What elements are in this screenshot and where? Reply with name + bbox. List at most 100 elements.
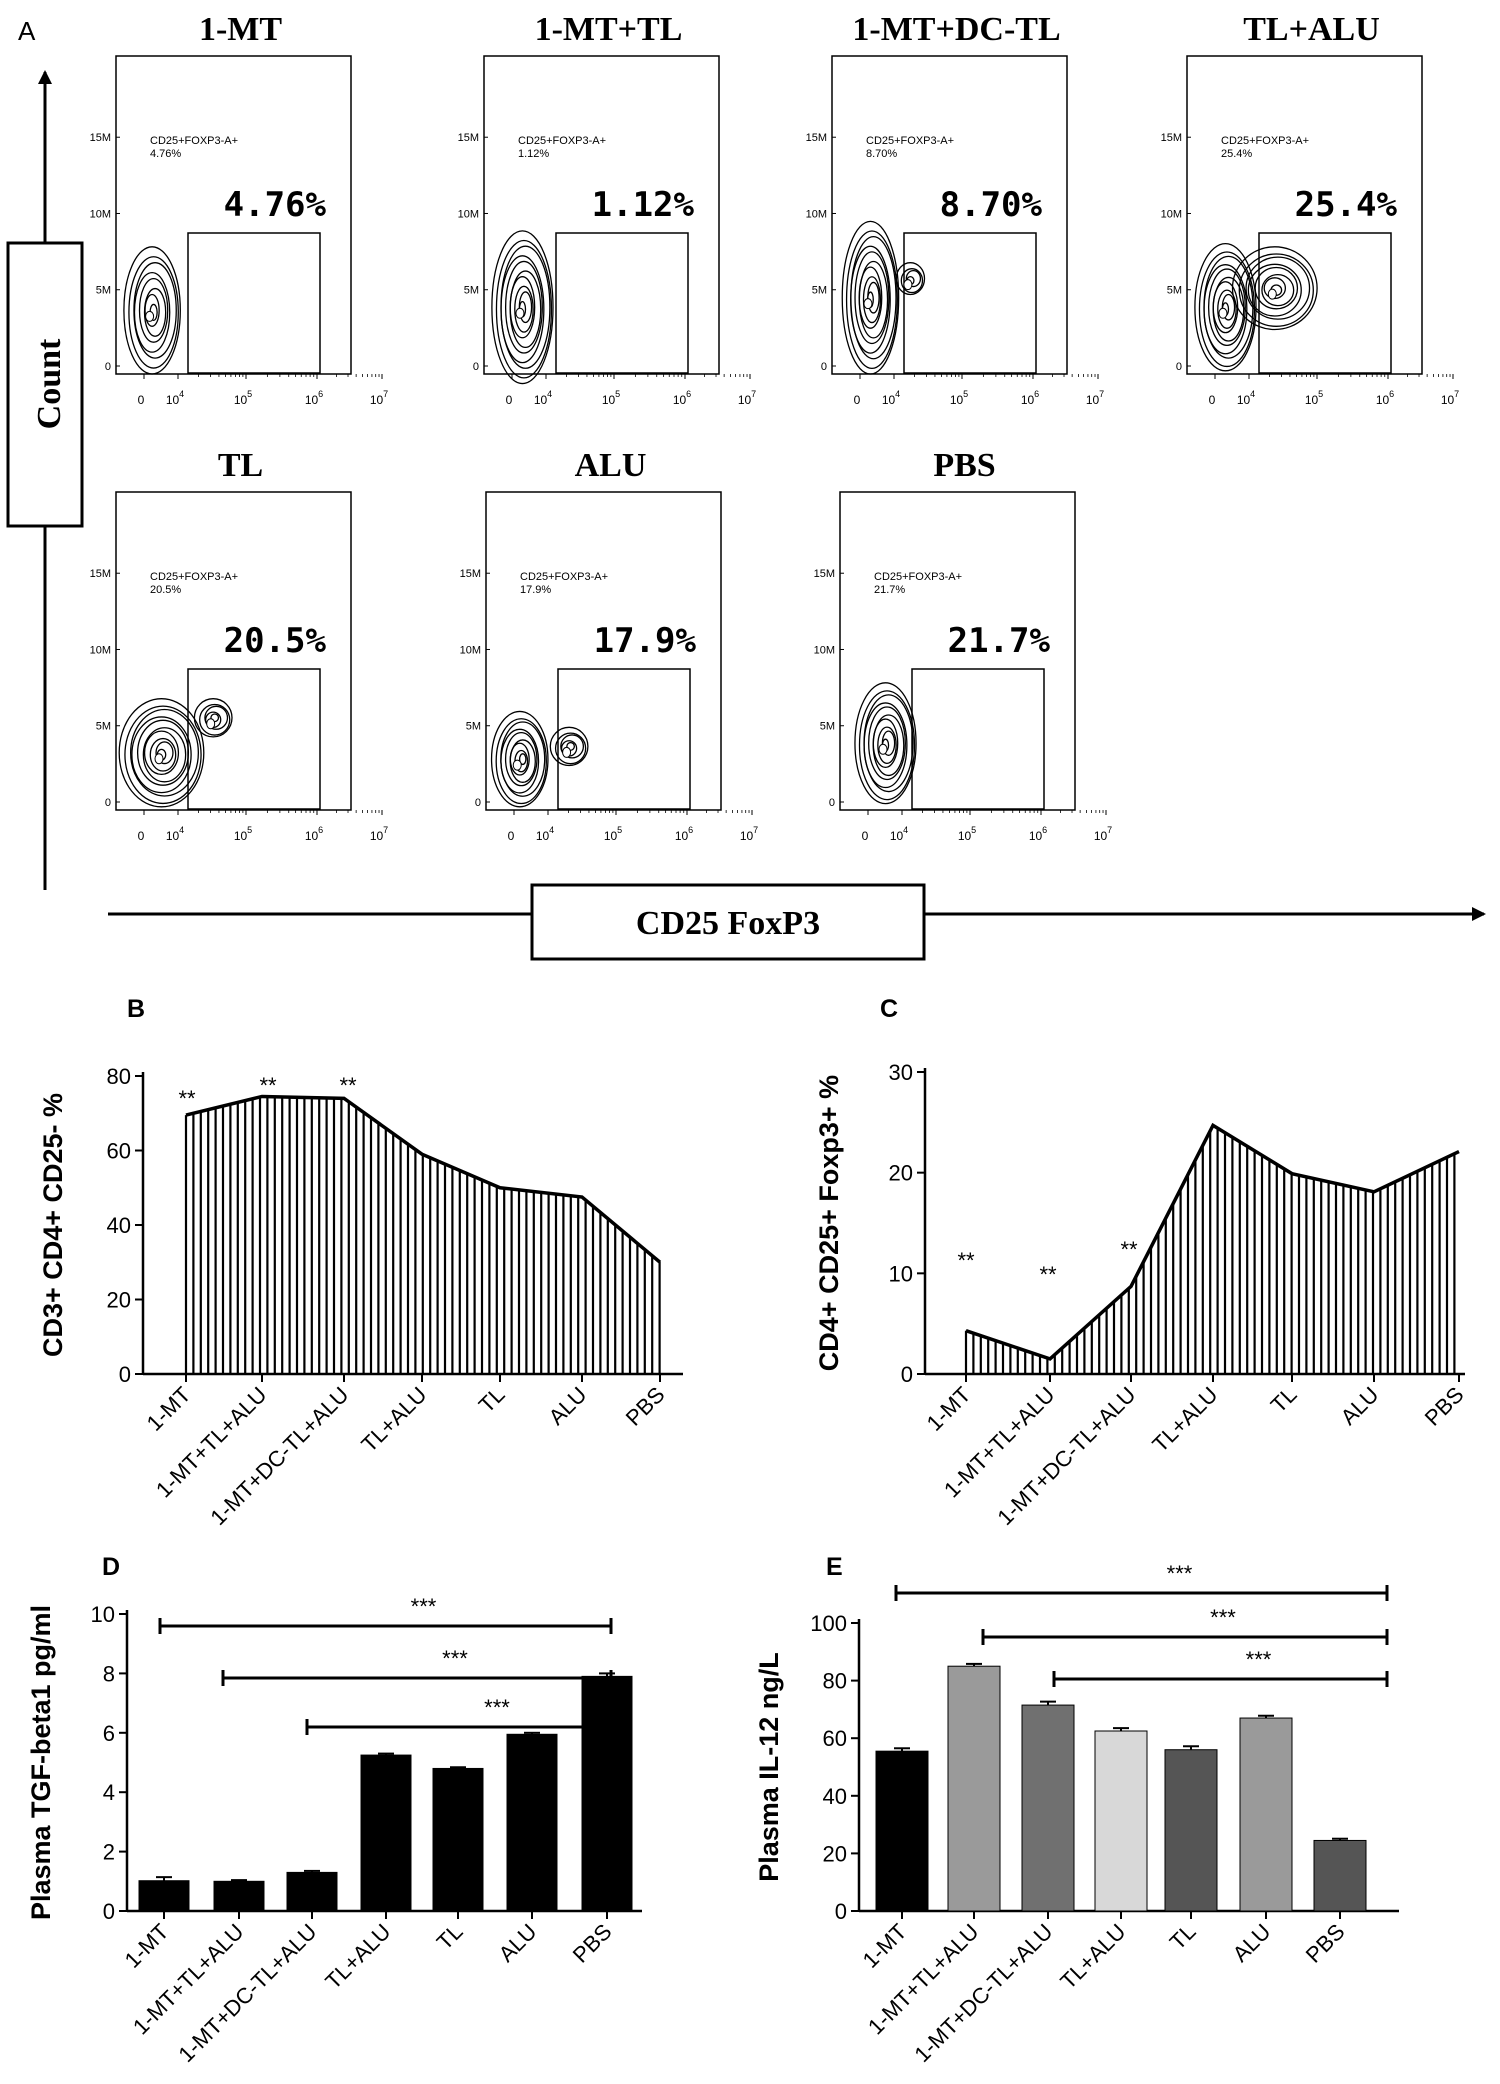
gate-percent-large: 17.9% [594,621,697,661]
x-tick-label: 107 [738,389,756,407]
x-tick-exponent: 5 [963,389,968,399]
x-category-label: 1-MT+DC-TL+ALU [992,1382,1140,1530]
x-tick-base: 10 [1094,829,1108,843]
significance-marker: ** [339,1073,357,1098]
x-tick-label: 107 [370,825,388,843]
x-tick-base: 0 [506,393,513,407]
contour-line [858,266,883,329]
contour-line [560,734,585,759]
contour-line [858,690,916,801]
y-tick-label: 15M [1161,132,1182,144]
x-tick-base: 10 [1021,393,1035,407]
x-tick-base: 0 [138,829,145,843]
x-tick-base: 10 [536,829,550,843]
y-tick-label: 15M [806,132,827,144]
gate-label: CD25+FOXP3-A+ [150,135,238,147]
contour-line [862,276,882,324]
gate-percent-large: 1.12% [592,185,695,225]
y-tick-label: 8 [103,1661,115,1686]
contour-line [554,732,587,765]
bar [581,1675,633,1912]
x-tick-exponent: 5 [971,825,976,835]
cd25-foxp3-axis-label: CD25 FoxP3 [636,905,820,942]
y-tick-label: 20 [107,1288,131,1313]
x-tick-base: 10 [1441,393,1455,407]
panel-c-label: C [880,995,898,1023]
x-tick-label: 104 [166,825,184,843]
contour-line [495,718,547,805]
gate-label: CD25+FOXP3-A+ [518,135,606,147]
contour-line [509,742,530,776]
bar [1094,1730,1148,1912]
y-axis-title: Plasma TGF-beta1 pg/ml [26,1605,56,1920]
significance-marker: ** [1120,1237,1138,1262]
x-tick-exponent: 5 [617,825,622,835]
x-category-label: TL+ALU [1147,1382,1222,1457]
contour-line [1261,273,1295,307]
contour-line [850,245,891,354]
contour-line [500,728,540,794]
gate-percent-small: 4.76% [150,148,181,160]
y-tick-label: 10M [458,208,479,220]
x-tick-base: 10 [1086,393,1100,407]
x-tick-label: 105 [234,825,252,843]
contour-center [154,753,164,765]
x-category-label: 1-MT [120,1919,174,1973]
x-category-label: ALU [1336,1382,1384,1430]
contour-line [136,719,190,786]
x-tick-label: 105 [602,389,620,407]
contour-line [1203,264,1248,355]
x-tick-base: 10 [604,829,618,843]
y-tick-label: 100 [810,1611,847,1636]
contour-line [514,285,534,333]
contour-line [549,726,589,767]
x-tick-label: 107 [1086,389,1104,407]
x-tick-exponent: 4 [549,825,554,835]
gate-percent-large: 8.70% [940,185,1043,225]
significance-marker: *** [442,1646,468,1671]
x-tick-label: 105 [950,389,968,407]
x-tick-label: 104 [536,825,554,843]
contour-center [903,279,913,291]
x-tick-exponent: 6 [688,825,693,835]
x-category-label: TL+ALU [1055,1919,1130,1994]
x-tick-label: 105 [958,825,976,843]
x-category-label: ALU [494,1919,542,1967]
significance-marker: *** [1210,1605,1236,1630]
facs-plot-title: ALU [575,447,647,484]
x-tick-base: 0 [1209,393,1216,407]
contour-line [144,293,160,327]
contour-line [518,753,527,766]
contour-line [854,251,890,345]
x-tick-label: 104 [890,825,908,843]
y-axis-title: Plasma IL-12 ng/L [754,1652,784,1882]
x-category-label: 1-MT+DC-TL+ALU [205,1382,353,1530]
contour-line [845,230,898,370]
gate-percent-small: 17.9% [520,584,551,596]
contour-center [512,759,522,771]
x-tick-label: 107 [1094,825,1112,843]
bar [213,1880,265,1912]
bar [286,1871,338,1912]
gate-percent-small: 8.70% [866,148,897,160]
x-tick-exponent: 4 [179,825,184,835]
x-tick-base: 10 [675,829,689,843]
x-tick-label: 0 [138,393,145,407]
contour-line [905,270,922,288]
x-tick-exponent: 4 [547,389,552,399]
x-category-label: TL [1266,1382,1302,1418]
x-tick-base: 10 [370,829,384,843]
contour-line [149,737,177,772]
contour-line [1247,263,1302,317]
y-tick-label: 15M [460,568,481,580]
significance-marker: *** [484,1695,510,1720]
x-tick-label: 105 [234,389,252,407]
y-tick-label: 60 [823,1726,847,1751]
x-tick-base: 10 [890,829,904,843]
facs-plot-title: PBS [933,447,995,484]
